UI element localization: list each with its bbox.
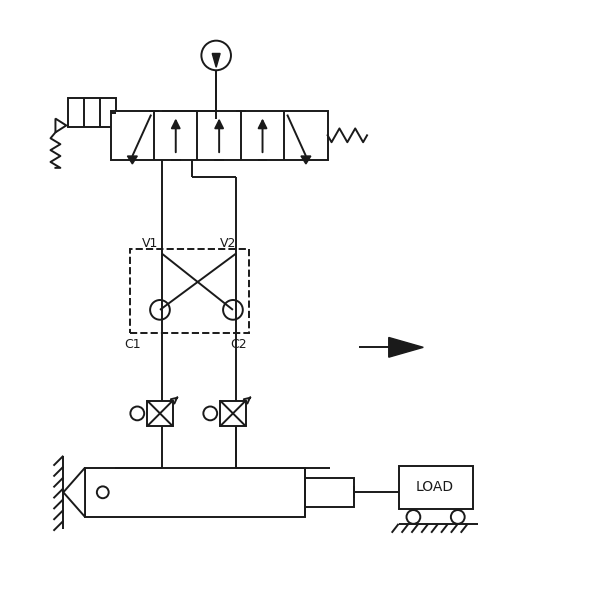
Text: LOAD: LOAD <box>416 481 454 494</box>
Bar <box>110 110 328 160</box>
Bar <box>147 401 173 426</box>
Circle shape <box>97 487 109 498</box>
Circle shape <box>150 300 170 320</box>
Circle shape <box>223 300 243 320</box>
Text: V1: V1 <box>142 237 158 250</box>
Polygon shape <box>212 53 220 67</box>
Text: V2: V2 <box>220 237 236 250</box>
Bar <box>305 478 354 507</box>
Polygon shape <box>301 156 311 164</box>
Text: C2: C2 <box>230 338 247 351</box>
Polygon shape <box>389 337 423 357</box>
Polygon shape <box>64 467 85 517</box>
Bar <box>85 467 305 517</box>
Polygon shape <box>127 156 137 164</box>
Polygon shape <box>55 119 66 133</box>
Text: C1: C1 <box>124 338 140 351</box>
Bar <box>68 98 116 127</box>
Circle shape <box>451 510 464 524</box>
Bar <box>398 466 473 509</box>
Circle shape <box>407 510 421 524</box>
Circle shape <box>202 41 231 70</box>
Bar <box>130 249 249 332</box>
Circle shape <box>130 407 144 421</box>
Bar <box>220 401 246 426</box>
Circle shape <box>203 407 217 421</box>
